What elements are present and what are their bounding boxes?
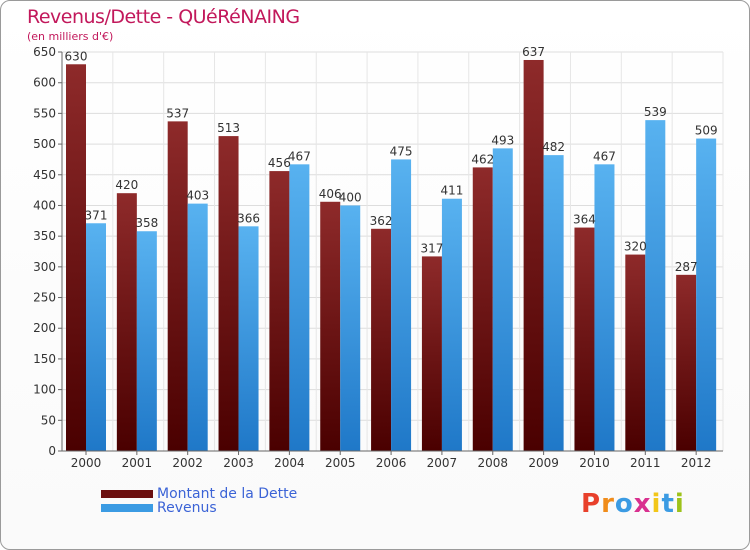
x-tick-label: 2011 bbox=[630, 456, 661, 470]
bar-debt bbox=[421, 256, 442, 451]
x-tick-label: 2002 bbox=[172, 456, 203, 470]
chart-title: Revenus/Dette - QUéRéNAING bbox=[27, 6, 300, 28]
legend-item-debt: Montant de la Dette bbox=[101, 486, 298, 502]
data-label: 317 bbox=[420, 241, 443, 255]
y-tick-label: 300 bbox=[33, 260, 56, 274]
y-tick-label: 250 bbox=[33, 291, 56, 305]
bar-revenue bbox=[391, 159, 412, 451]
bar-debt bbox=[676, 274, 697, 451]
x-tick-label: 2008 bbox=[477, 456, 508, 470]
data-label: 358 bbox=[135, 216, 158, 230]
data-label: 456 bbox=[268, 156, 291, 170]
logo-letter: o bbox=[614, 489, 634, 519]
data-label: 467 bbox=[288, 149, 311, 163]
y-tick-label: 0 bbox=[48, 444, 56, 458]
data-label: 467 bbox=[593, 149, 616, 163]
data-label: 400 bbox=[339, 190, 362, 204]
bar-revenue bbox=[238, 226, 259, 451]
data-label: 371 bbox=[85, 208, 108, 222]
logo-letter: r bbox=[601, 489, 615, 519]
bar-debt bbox=[371, 228, 392, 451]
data-label: 403 bbox=[186, 189, 209, 203]
y-tick-label: 400 bbox=[33, 198, 56, 212]
data-label: 539 bbox=[644, 105, 667, 119]
data-label: 362 bbox=[370, 214, 393, 228]
legend-label-debt: Montant de la Dette bbox=[157, 486, 298, 502]
data-label: 364 bbox=[573, 213, 596, 227]
bar-revenue bbox=[187, 203, 208, 451]
y-tick-label: 200 bbox=[33, 321, 56, 335]
bar-revenue bbox=[492, 148, 513, 451]
x-tick-label: 2005 bbox=[325, 456, 356, 470]
data-label: 482 bbox=[542, 140, 565, 154]
bar-revenue bbox=[645, 120, 666, 451]
logo-letter: i bbox=[651, 489, 662, 519]
legend-item-revenue: Revenus bbox=[101, 500, 297, 516]
legend-label-revenue: Revenus bbox=[157, 500, 217, 516]
data-label: 462 bbox=[471, 152, 494, 166]
data-label: 630 bbox=[65, 49, 88, 63]
bar-debt bbox=[625, 254, 646, 451]
bar-debt bbox=[218, 136, 239, 451]
logo-letter: t bbox=[661, 489, 675, 519]
y-tick-label: 150 bbox=[33, 352, 56, 366]
y-tick-label: 100 bbox=[33, 383, 56, 397]
chart-legend: Montant de la Dette Revenus bbox=[101, 486, 298, 516]
y-tick-label: 450 bbox=[33, 168, 56, 182]
bar-revenue bbox=[696, 138, 717, 451]
data-label: 366 bbox=[237, 211, 260, 225]
proxiti-logo: Proxiti bbox=[581, 489, 685, 519]
logo-letter: P bbox=[581, 489, 602, 519]
bar-revenue bbox=[340, 205, 361, 451]
data-label: 411 bbox=[440, 184, 463, 198]
x-tick-label: 2004 bbox=[274, 456, 305, 470]
bar-debt bbox=[269, 171, 290, 451]
bar-revenue bbox=[594, 164, 615, 451]
legend-swatch-revenue bbox=[101, 504, 153, 512]
bar-debt bbox=[472, 167, 493, 451]
x-tick-label: 2006 bbox=[376, 456, 407, 470]
y-tick-label: 650 bbox=[33, 45, 56, 59]
x-tick-label: 2009 bbox=[528, 456, 559, 470]
chart-subtitle: (en milliers d'€) bbox=[27, 30, 114, 43]
y-tick-label: 500 bbox=[33, 137, 56, 151]
x-tick-label: 2012 bbox=[681, 456, 712, 470]
y-tick-label: 350 bbox=[33, 229, 56, 243]
data-label: 509 bbox=[695, 124, 718, 138]
data-label: 320 bbox=[624, 240, 647, 254]
x-tick-label: 2010 bbox=[579, 456, 610, 470]
x-tick-label: 2001 bbox=[122, 456, 153, 470]
x-tick-label: 2007 bbox=[427, 456, 458, 470]
bar-debt bbox=[574, 227, 595, 451]
data-label: 537 bbox=[166, 106, 189, 120]
bar-revenue bbox=[543, 155, 564, 451]
data-label: 287 bbox=[675, 260, 698, 274]
bar-debt bbox=[167, 121, 188, 451]
data-label: 513 bbox=[217, 121, 240, 135]
data-label: 420 bbox=[115, 178, 138, 192]
data-label: 637 bbox=[522, 45, 545, 59]
bar-debt bbox=[523, 59, 544, 451]
logo-letter: i bbox=[674, 489, 685, 519]
bar-revenue bbox=[86, 223, 106, 451]
x-tick-label: 2000 bbox=[71, 456, 102, 470]
bar-debt bbox=[66, 64, 86, 452]
data-label: 406 bbox=[319, 187, 342, 201]
data-label: 475 bbox=[390, 144, 413, 158]
bar-revenue bbox=[441, 198, 462, 451]
bar-revenue bbox=[136, 231, 157, 451]
legend-swatch-debt bbox=[101, 490, 153, 498]
logo-letter: x bbox=[633, 489, 652, 519]
y-tick-label: 50 bbox=[41, 413, 56, 427]
bar-revenue bbox=[289, 164, 310, 451]
data-label: 493 bbox=[491, 133, 514, 147]
bar-debt bbox=[116, 193, 137, 451]
bar-debt bbox=[320, 201, 341, 451]
y-tick-label: 550 bbox=[33, 106, 56, 120]
y-tick-label: 600 bbox=[33, 76, 56, 90]
x-tick-label: 2003 bbox=[223, 456, 254, 470]
